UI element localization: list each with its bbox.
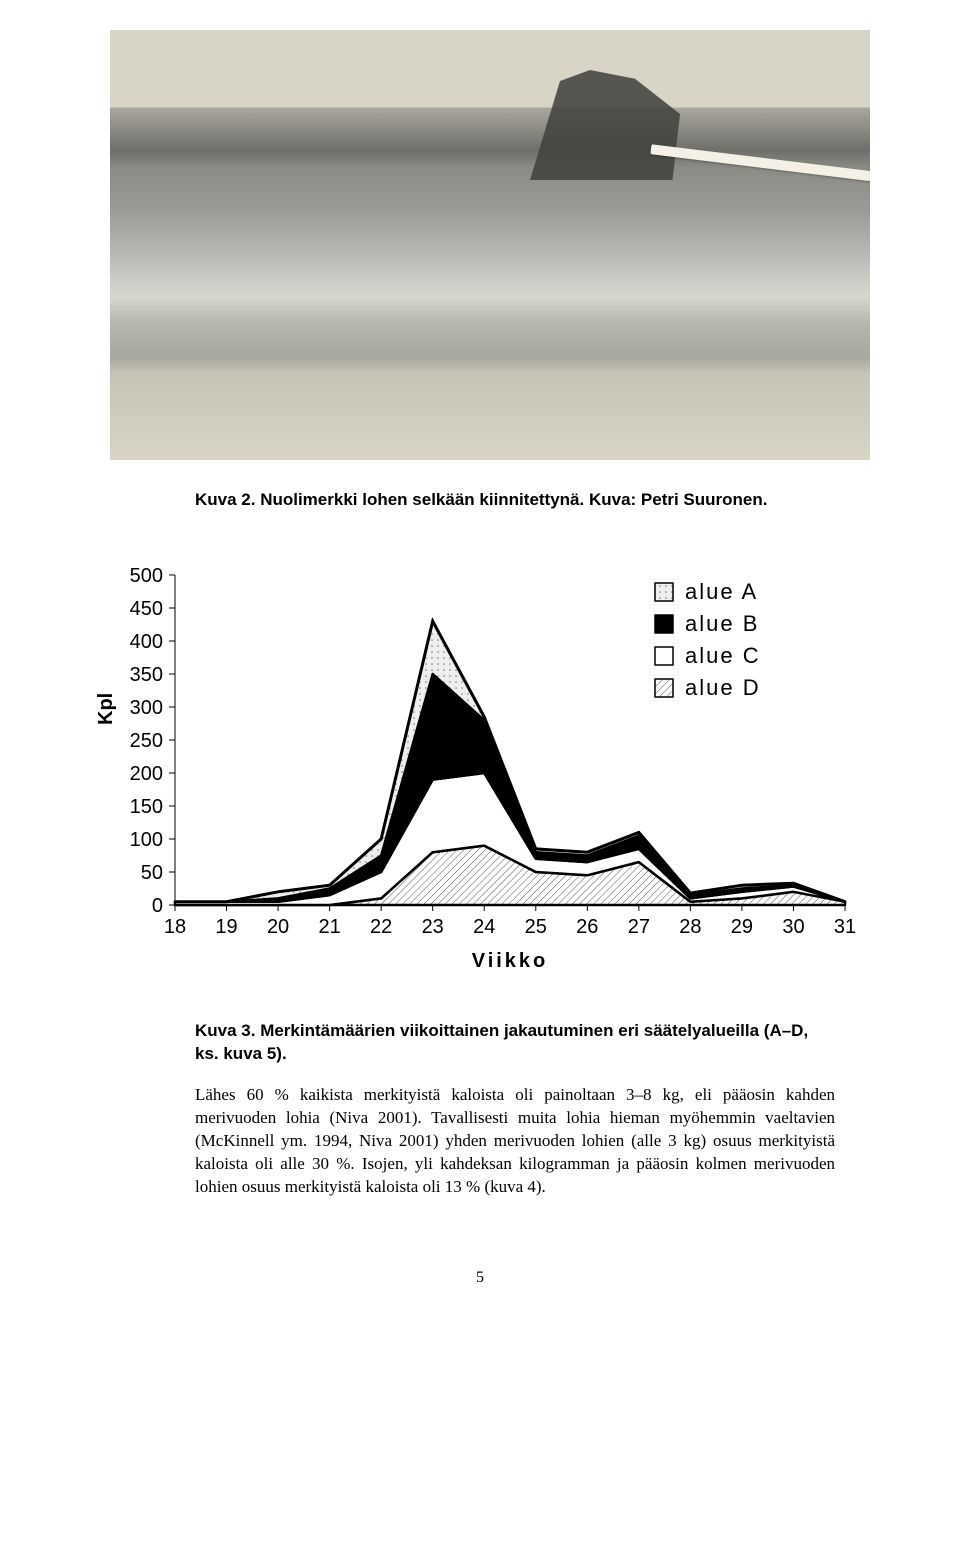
svg-text:19: 19 <box>215 916 237 938</box>
svg-text:50: 50 <box>141 862 163 884</box>
svg-text:20: 20 <box>267 916 289 938</box>
svg-text:100: 100 <box>130 829 163 851</box>
page-number: 5 <box>0 1269 960 1287</box>
svg-text:0: 0 <box>152 895 163 917</box>
svg-text:18: 18 <box>164 916 186 938</box>
svg-text:500: 500 <box>130 565 163 587</box>
figure-3-caption: Kuva 3. Merkintämäärien viikoittainen ja… <box>195 1020 835 1066</box>
svg-text:300: 300 <box>130 697 163 719</box>
fish-photo <box>110 30 870 460</box>
svg-text:22: 22 <box>370 916 392 938</box>
svg-text:alue B: alue B <box>685 611 759 636</box>
svg-text:28: 28 <box>679 916 701 938</box>
svg-text:30: 30 <box>782 916 804 938</box>
svg-text:250: 250 <box>130 730 163 752</box>
chart-svg: 0 50 100 150 200 250 300 350 400 450 500 18 19 20 21 22… <box>105 565 865 975</box>
svg-text:23: 23 <box>422 916 444 938</box>
svg-text:25: 25 <box>525 916 547 938</box>
svg-text:450: 450 <box>130 598 163 620</box>
fish-dorsal-fin <box>530 70 680 180</box>
svg-text:24: 24 <box>473 916 495 938</box>
fish-tag <box>650 144 870 186</box>
svg-text:alue C: alue C <box>685 643 761 668</box>
svg-text:150: 150 <box>130 796 163 818</box>
svg-text:27: 27 <box>628 916 650 938</box>
body-paragraph: Lähes 60 % kaikista merkityistä kaloista… <box>195 1084 835 1199</box>
y-axis-label: Kpl <box>95 693 118 725</box>
weekly-tagging-chart: Kpl 050100150200250300350400450500181920… <box>105 565 865 980</box>
svg-text:Viikko: Viikko <box>472 950 549 972</box>
svg-text:26: 26 <box>576 916 598 938</box>
svg-text:200: 200 <box>130 763 163 785</box>
svg-text:21: 21 <box>318 916 340 938</box>
svg-text:400: 400 <box>130 631 163 653</box>
svg-text:29: 29 <box>731 916 753 938</box>
svg-text:31: 31 <box>834 916 856 938</box>
figure-2-caption: Kuva 2. Nuolimerkki lohen selkään kiinni… <box>195 490 795 510</box>
svg-text:alue D: alue D <box>685 675 761 700</box>
svg-text:350: 350 <box>130 664 163 686</box>
svg-text:alue A: alue A <box>685 579 758 604</box>
